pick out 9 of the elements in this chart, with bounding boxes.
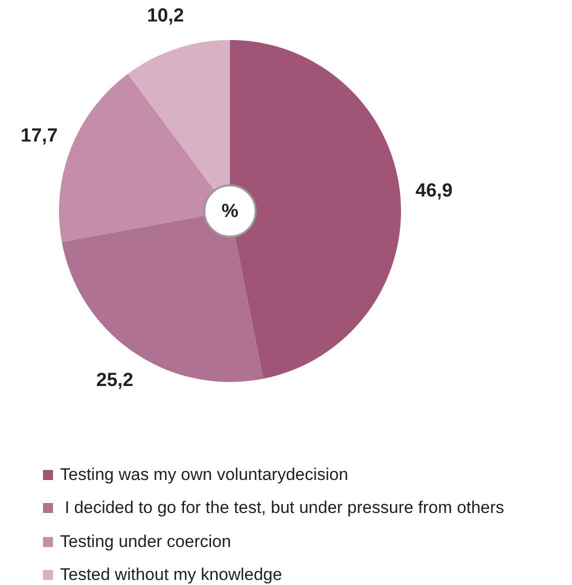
text: % bbox=[222, 201, 239, 222]
legend-label: Tested without my knowledge bbox=[60, 565, 282, 585]
data-label: 17,7 bbox=[20, 125, 58, 146]
data-label: 46,9 bbox=[416, 180, 453, 202]
legend-label: Testing was my own voluntarydecision bbox=[60, 464, 348, 485]
legend-label: I decided to go for the test, but under pressure from others bbox=[64, 498, 504, 518]
data-label: 10,2 bbox=[146, 6, 184, 27]
data-label: 25,2 bbox=[96, 370, 134, 391]
legend-label: Testing under coercion bbox=[60, 532, 232, 552]
